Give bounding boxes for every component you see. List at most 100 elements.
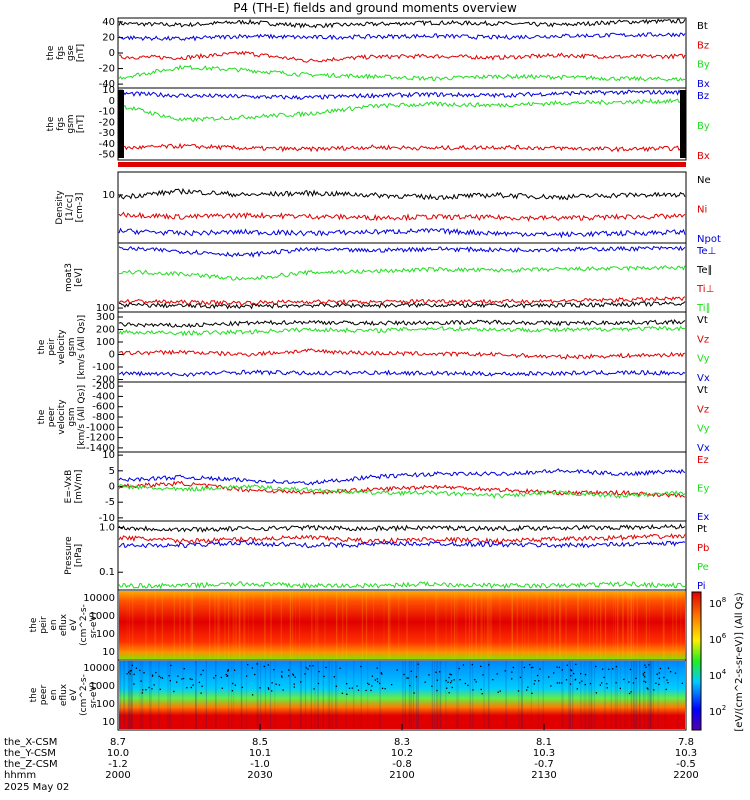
heatmap-speck: [227, 669, 229, 672]
heatmap-column: [650, 661, 652, 729]
heatmap-column: [314, 661, 316, 729]
heatmap-speck: [556, 682, 559, 684]
heatmap-column: [300, 661, 302, 729]
y-axis-label: eV: [69, 688, 79, 701]
x-axis-row-label: the_X-CSM: [4, 737, 57, 748]
heatmap-column: [345, 661, 347, 729]
heatmap-column: [617, 591, 619, 659]
legend-label: Te∥: [696, 265, 713, 276]
heatmap-column: [398, 591, 400, 659]
heatmap-speck: [629, 668, 632, 671]
heatmap-speck: [202, 669, 204, 672]
heatmap-speck: [589, 682, 592, 685]
x-tick-label: 8.3: [394, 737, 410, 748]
heatmap-speck: [173, 690, 175, 693]
heatmap-speck: [565, 679, 568, 681]
heatmap-speck: [333, 676, 335, 678]
x-tick-label: 8.5: [252, 737, 268, 748]
heatmap-column: [630, 591, 632, 659]
heatmap-speck: [431, 685, 433, 687]
series-line-Vy: [118, 325, 686, 337]
heatmap-column: [662, 591, 664, 659]
y-axis-label: [1/cc]: [65, 195, 75, 221]
heatmap-speck: [307, 668, 309, 670]
heatmap-speck: [312, 665, 314, 667]
heatmap-speck: [647, 688, 649, 690]
heatmap-speck: [268, 688, 270, 690]
heatmap-speck: [263, 665, 265, 668]
x-axis-row-label: the_Y-CSM: [4, 748, 56, 759]
heatmap-speck: [396, 669, 398, 671]
x-tick-label: 2130: [531, 770, 556, 781]
y-tick-label: 20: [102, 32, 115, 43]
heatmap-column: [387, 591, 389, 659]
heatmap-column: [505, 661, 507, 729]
colorbar-tick-label: 104: [709, 668, 727, 682]
heatmap-column: [128, 591, 131, 659]
heatmap-speck: [482, 674, 484, 676]
heatmap-column: [454, 591, 456, 659]
heatmap-column: [591, 661, 593, 729]
y-axis-label: peir: [47, 338, 57, 356]
heatmap-speck: [643, 671, 646, 674]
heatmap-speck: [529, 663, 531, 666]
y-tick-label: -10: [99, 513, 115, 524]
legend-label: Pb: [697, 543, 709, 554]
heatmap-speck: [143, 672, 145, 674]
heatmap-column: [568, 661, 570, 729]
y-tick-label: -1000: [86, 422, 115, 433]
series-line-Vt: [118, 319, 686, 329]
y-axis-label: [nT]: [76, 44, 86, 62]
panel-1: [117, 17, 687, 89]
y-tick-label: 10: [102, 717, 115, 728]
heatmap-speck: [346, 693, 348, 695]
heatmap-column: [233, 661, 235, 729]
heatmap-column: [541, 591, 544, 659]
y-tick-label: 1000: [90, 681, 115, 692]
y-tick-label: 5: [109, 466, 115, 477]
legend-label: Pi: [697, 581, 706, 592]
x-tick-label: -0.7: [534, 759, 554, 770]
series-line-Ex: [118, 468, 686, 486]
heatmap-column: [144, 591, 147, 659]
y-tick-label: 10: [102, 85, 115, 96]
heatmap-speck: [561, 682, 563, 684]
heatmap-column: [649, 661, 651, 729]
heatmap-speck: [550, 685, 552, 687]
y-tick-label: 300: [96, 312, 115, 323]
heatmap-column: [619, 661, 621, 729]
heatmap-column: [630, 591, 632, 659]
heatmap-speck: [370, 689, 372, 692]
heatmap-speck: [599, 684, 601, 686]
heatmap-column: [264, 591, 266, 659]
y-axis-label: [nT]: [76, 115, 86, 133]
heatmap-speck: [407, 677, 409, 679]
heatmap-speck: [462, 664, 465, 666]
heatmap-speck: [190, 686, 192, 689]
heatmap-speck: [536, 674, 539, 677]
heatmap-column: [238, 591, 240, 659]
y-axis-label: (cm^2-s-: [79, 604, 89, 646]
heatmap-column: [191, 591, 194, 659]
heatmap-column: [404, 661, 406, 729]
heatmap-column: [663, 591, 665, 659]
heatmap-speck: [534, 680, 536, 682]
heatmap-speck: [656, 673, 658, 675]
x-tick-label: 10.2: [391, 748, 413, 759]
series-line-Ez: [118, 480, 686, 498]
heatmap-speck: [558, 666, 561, 669]
y-axis-label: [mV/m]: [74, 470, 84, 504]
heatmap-speck: [225, 673, 227, 676]
y-axis-label: peir: [39, 616, 49, 634]
heatmap-speck: [570, 675, 572, 677]
heatmap-speck: [615, 682, 617, 684]
heatmap-speck: [189, 678, 191, 680]
heatmap-speck: [584, 683, 586, 686]
heatmap-column: [270, 591, 272, 659]
y-tick-label: 10: [102, 190, 115, 201]
heatmap-speck: [182, 677, 185, 680]
heatmap-column: [468, 591, 471, 659]
heatmap-speck: [580, 672, 582, 675]
series-line-Ey: [118, 484, 686, 500]
heatmap-speck: [317, 682, 320, 685]
